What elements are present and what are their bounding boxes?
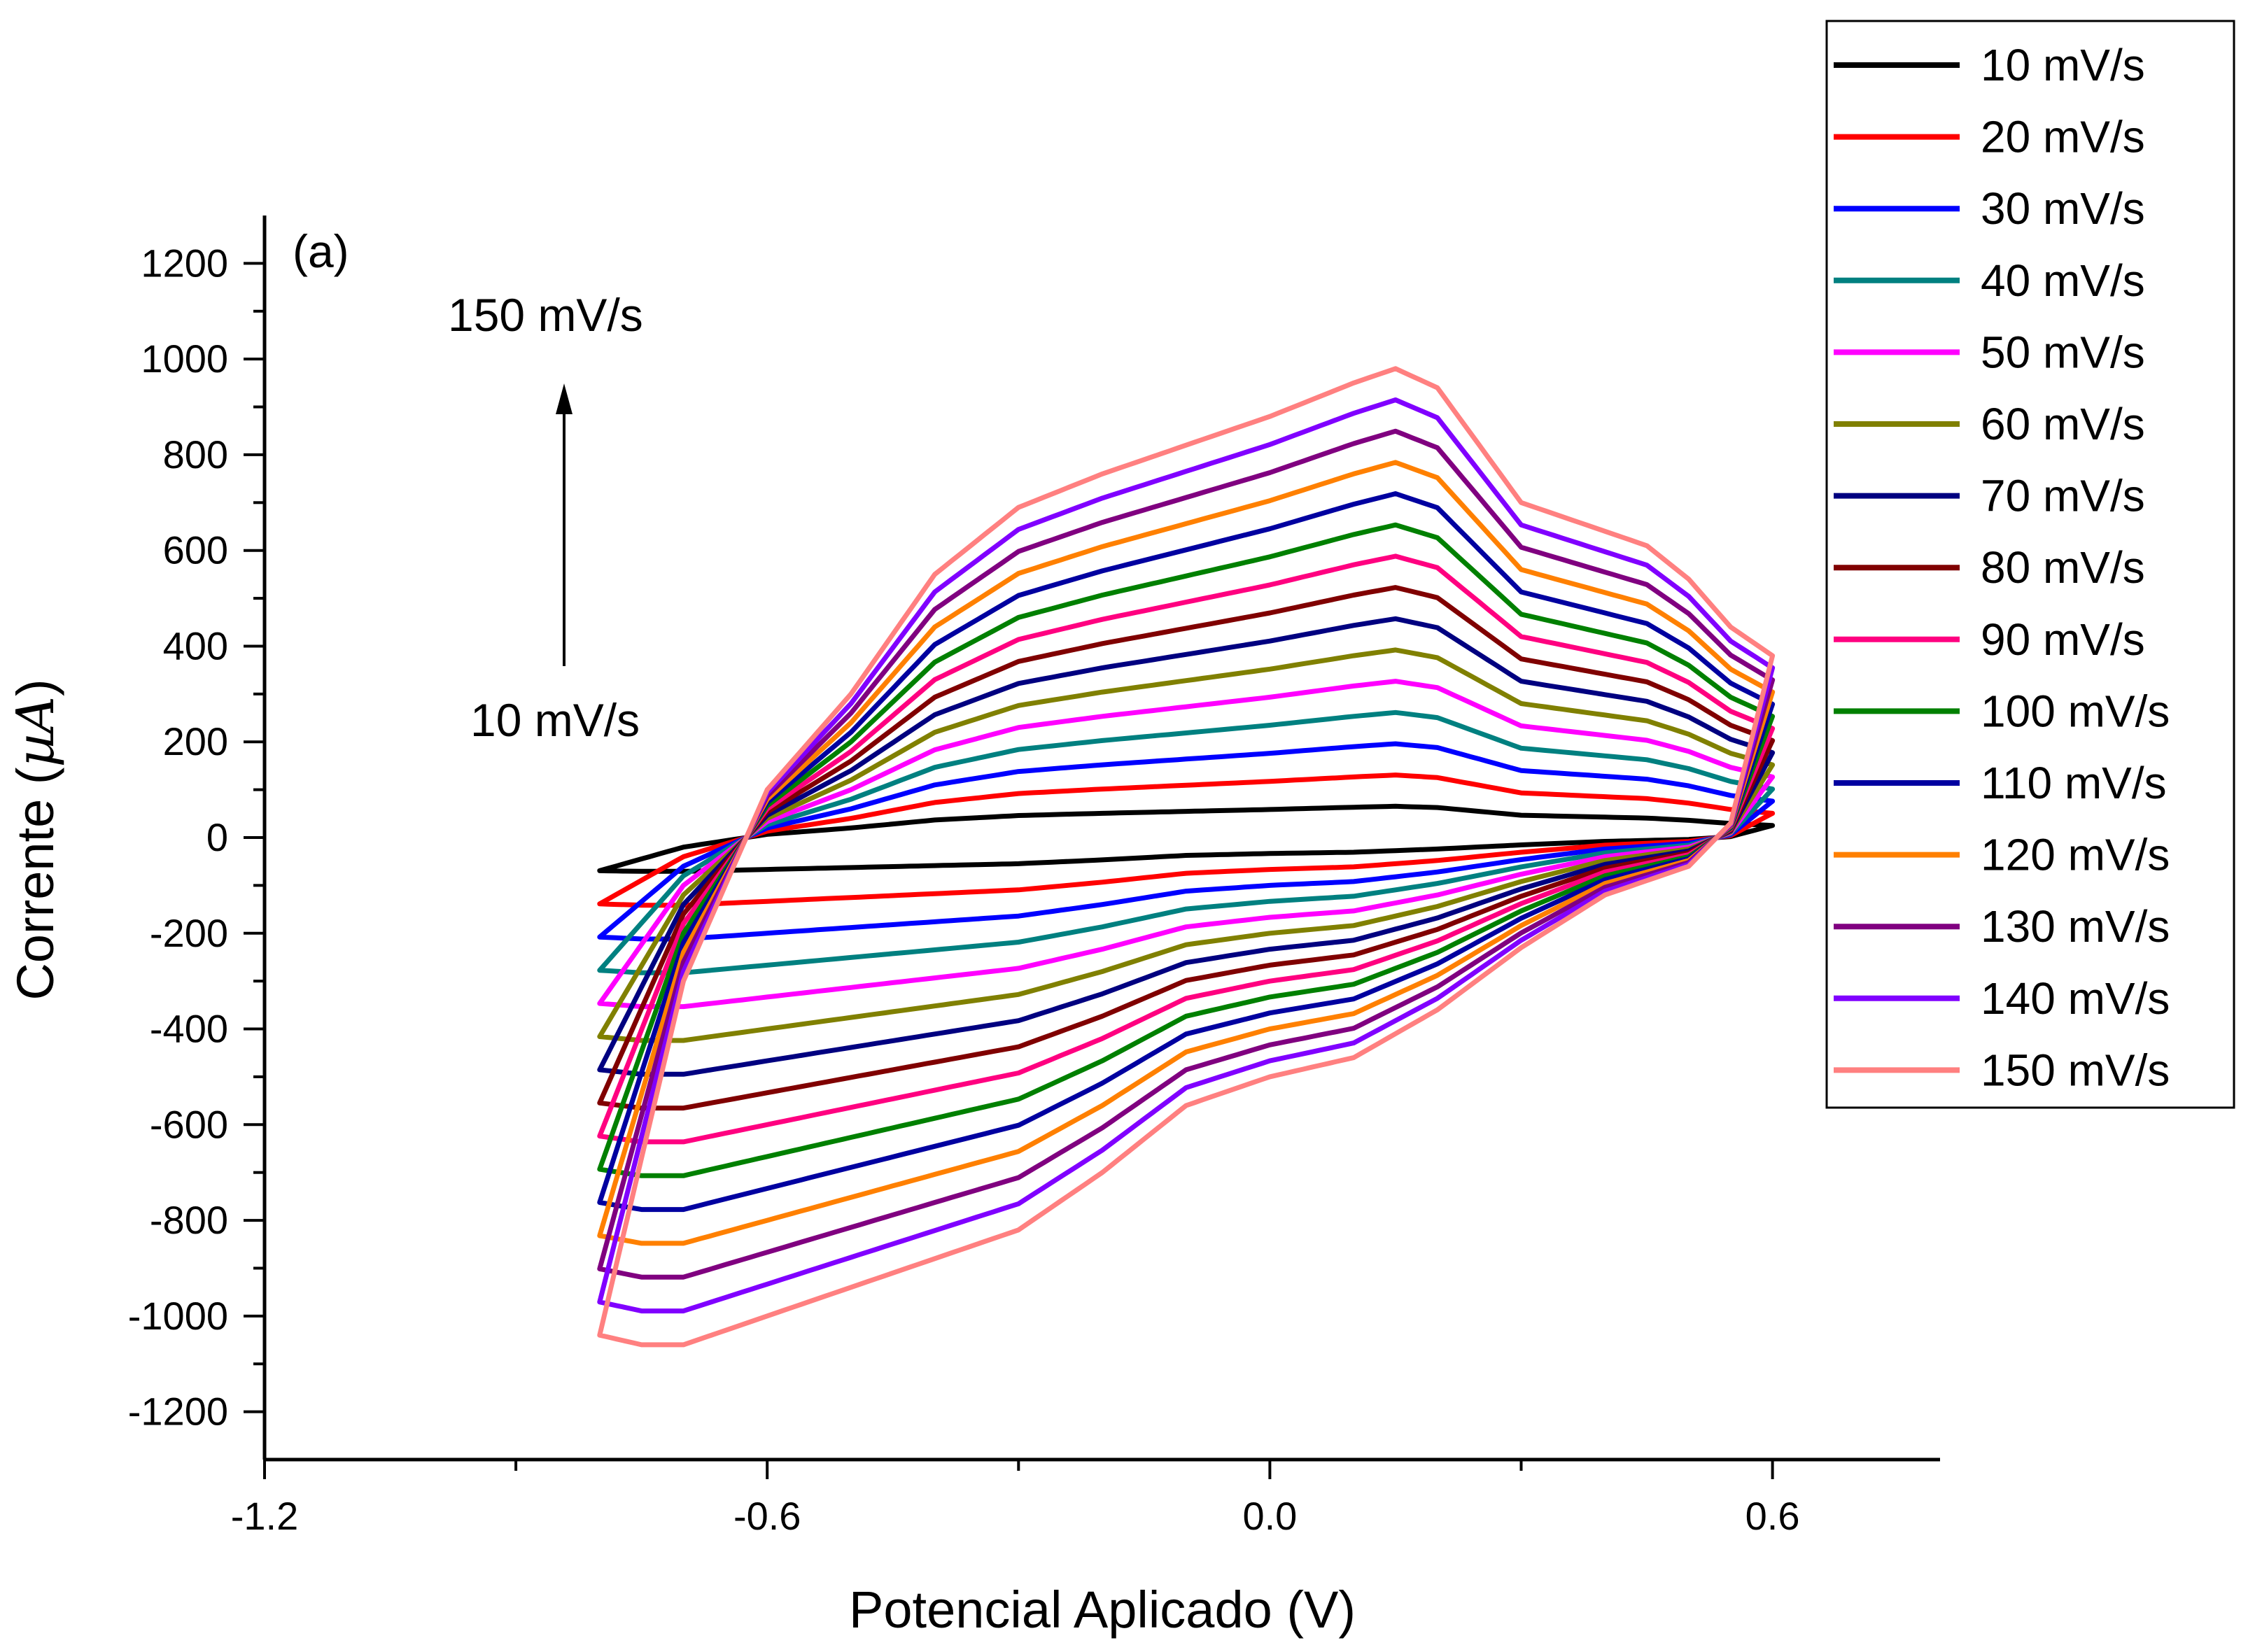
annotation-bottom: 10 mV/s	[470, 694, 640, 746]
legend-label: 20 mV/s	[1981, 112, 2145, 162]
series-60-mv-s	[597, 647, 1776, 1043]
y-tick-label: 400	[163, 623, 228, 668]
legend-label: 10 mV/s	[1981, 40, 2145, 90]
series-140-mv-s	[597, 397, 1776, 1314]
series-120-mv-s	[597, 460, 1776, 1246]
y-tick-label: -400	[150, 1007, 228, 1051]
y-axis-title-close: )	[6, 679, 64, 696]
y-tick-label: -800	[150, 1198, 228, 1242]
series-10-mv-s	[597, 803, 1776, 874]
x-ticks: -1.2 -0.6 0.0 0.6	[231, 1460, 1800, 1538]
series-70-mv-s	[597, 616, 1776, 1077]
x-tick-label: -0.6	[733, 1494, 801, 1538]
legend-label: 120 mV/s	[1981, 830, 2170, 880]
y-axis-title: Corrente (µA)	[6, 679, 66, 1000]
y-tick-label: -200	[150, 911, 228, 955]
series-110-mv-s	[597, 491, 1776, 1213]
legend-label: 80 mV/s	[1981, 542, 2145, 593]
x-axis-title: Potencial Aplicado (V)	[849, 1581, 1356, 1639]
legend-label: 110 mV/s	[1981, 758, 2167, 808]
legend: 10 mV/s 20 mV/s 30 mV/s 40 mV/s 50 mV/s 60 mV…	[1834, 40, 2170, 1095]
series-group	[597, 366, 1776, 1348]
scan-rate-arrow-head	[556, 383, 572, 414]
y-tick-label: -600	[150, 1102, 228, 1146]
series-30-mv-s	[597, 741, 1776, 942]
series-50-mv-s	[597, 679, 1776, 1010]
y-ticks: 1200 1000 800 600 400 200 0 -200 -400 -600 -800 -10…	[128, 241, 265, 1434]
y-tick-label: -1200	[128, 1390, 228, 1434]
legend-label: 60 mV/s	[1981, 399, 2145, 449]
y-tick-label: 1200	[141, 241, 228, 285]
series-150-mv-s	[597, 366, 1776, 1348]
annotation-top: 150 mV/s	[448, 289, 643, 341]
series-40-mv-s	[597, 709, 1776, 975]
x-tick-label: -1.2	[231, 1494, 299, 1538]
legend-label: 50 mV/s	[1981, 327, 2145, 377]
legend-label: 30 mV/s	[1981, 183, 2145, 234]
y-tick-label: 600	[163, 528, 228, 572]
y-tick-label: -1000	[128, 1294, 228, 1338]
panel-label: (a)	[293, 225, 349, 277]
y-axis-title-main: Corrente (	[6, 767, 64, 1000]
y-tick-label: 1000	[141, 337, 228, 381]
y-axis-title-unit: µA	[6, 696, 66, 768]
legend-label: 140 mV/s	[1981, 973, 2170, 1024]
y-tick-label: 200	[163, 719, 228, 763]
series-20-mv-s	[597, 772, 1776, 908]
series-100-mv-s	[597, 522, 1776, 1178]
legend-label: 90 mV/s	[1981, 614, 2145, 665]
series-130-mv-s	[597, 428, 1776, 1280]
x-tick-label: 0.6	[1745, 1494, 1800, 1538]
y-tick-label: 800	[163, 432, 228, 476]
series-90-mv-s	[597, 553, 1776, 1145]
legend-label: 100 mV/s	[1981, 686, 2170, 736]
legend-label: 70 mV/s	[1981, 471, 2145, 521]
x-tick-label: 0.0	[1242, 1494, 1297, 1538]
legend-label: 150 mV/s	[1981, 1045, 2170, 1095]
y-tick-label: 0	[206, 815, 228, 859]
legend-label: 130 mV/s	[1981, 901, 2170, 952]
legend-label: 40 mV/s	[1981, 255, 2145, 306]
series-80-mv-s	[597, 585, 1776, 1111]
